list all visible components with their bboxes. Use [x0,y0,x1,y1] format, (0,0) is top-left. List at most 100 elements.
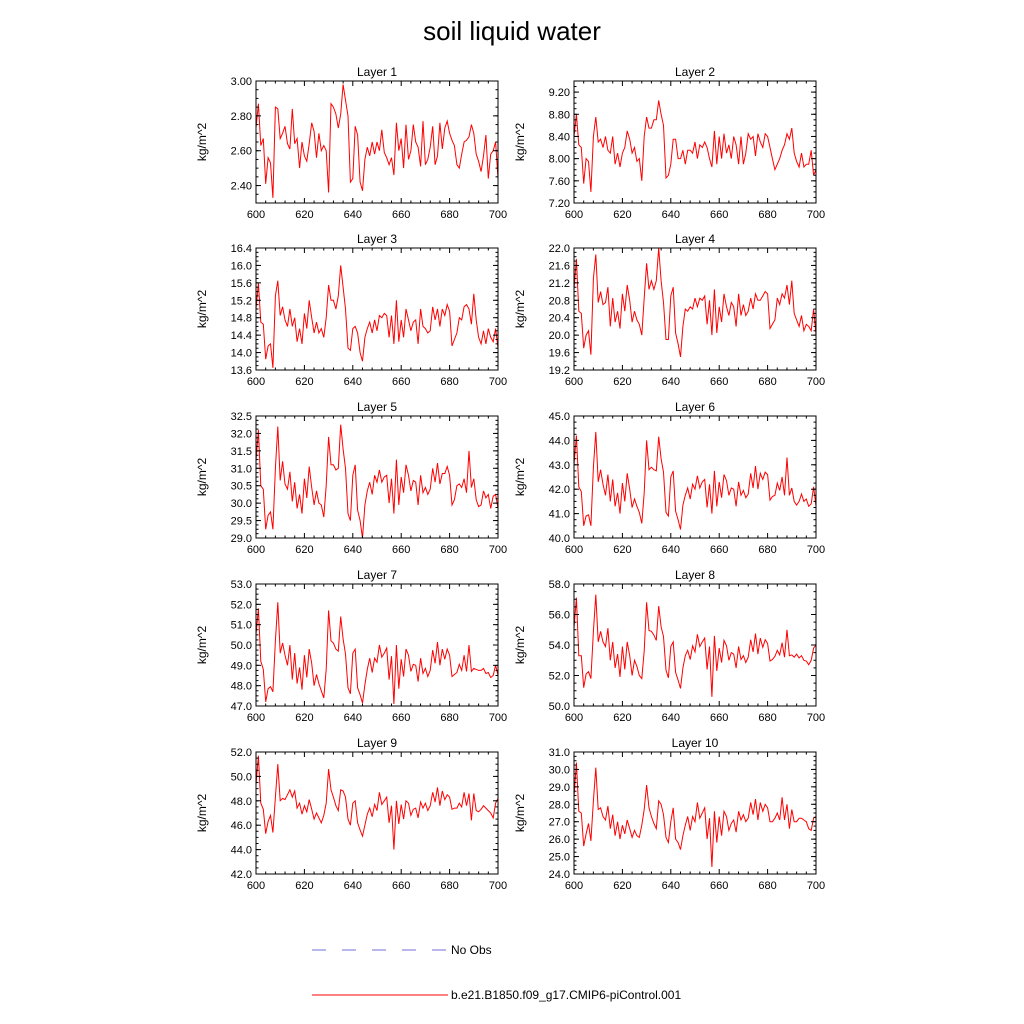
x-tick-label: 620 [613,376,631,388]
x-tick-label: 660 [392,880,410,892]
y-tick-label: 14.8 [231,313,252,325]
x-tick-label: 660 [710,209,728,221]
y-tick-label: 20.4 [549,313,570,325]
y-tick-label: 14.0 [231,348,252,360]
y-axis-label: kg/m^2 [195,290,209,329]
y-tick-label: 50.0 [231,771,252,783]
plot-frame [255,415,499,539]
x-tick-label: 640 [344,544,362,556]
y-tick-label: 51.0 [231,620,252,632]
plot-frame [573,415,817,539]
panel-3: Layer 3 600 620 640 660 680 700 13.6 14.0 14.4 14.… [195,232,507,388]
panel-title: Layer 5 [357,400,397,414]
x-tick-label: 700 [489,712,507,724]
x-tick-label: 700 [489,544,507,556]
x-tick-label: 600 [565,376,583,388]
legend-model-label: b.e21.B1850.f09_g17.CMIP6-piControl.001 [451,988,681,1002]
x-tick-label: 620 [295,880,313,892]
y-tick-label: 31.0 [231,463,252,475]
panel-7: Layer 7 600 620 640 660 680 700 47.0 48.0 49.0 50.… [195,568,507,724]
y-tick-label: 28.0 [549,799,570,811]
y-tick-label: 40.0 [549,533,570,545]
x-tick-label: 660 [710,544,728,556]
x-tick-label: 600 [565,544,583,556]
y-axis-label: kg/m^2 [513,626,527,665]
x-tick-label: 600 [565,712,583,724]
y-tick-label: 15.6 [231,278,252,290]
panel-8: Layer 8 600 620 640 660 680 700 50.0 52.0 54.0 56.… [513,568,825,724]
x-tick-label: 600 [247,544,265,556]
y-tick-label: 41.0 [549,509,570,521]
x-tick-label: 660 [710,880,728,892]
x-tick-label: 620 [613,712,631,724]
x-tick-label: 620 [295,376,313,388]
y-tick-label: 52.0 [231,747,252,759]
panel-1: Layer 1 600 620 640 660 680 700 2.40 2.60 2.80 3.0… [195,65,507,221]
y-tick-label: 32.5 [231,411,252,423]
plot-frame [255,247,499,371]
panel-9: Layer 9 600 620 640 660 680 700 42.0 44.0 46.0 48.… [195,736,507,892]
plot-frame [255,751,499,875]
y-tick-label: 48.0 [231,796,252,808]
y-tick-label: 50.0 [549,701,570,713]
y-tick-label: 25.0 [549,852,570,864]
series-line [255,265,499,368]
y-tick-label: 3.00 [231,76,252,88]
y-tick-label: 13.6 [231,365,252,377]
y-tick-label: 20.0 [549,330,570,342]
panel-6: Layer 6 600 620 640 660 680 700 40.0 41.0 42.0 43.… [513,400,825,556]
y-tick-label: 14.4 [231,330,252,342]
legend: No Obs b.e21.B1850.f09_g17.CMIP6-piContr… [312,943,681,1002]
y-tick-label: 30.0 [549,764,570,776]
x-tick-label: 700 [807,209,825,221]
x-tick-label: 620 [295,712,313,724]
x-tick-label: 620 [613,544,631,556]
y-tick-label: 53.0 [231,579,252,591]
y-tick-label: 21.2 [549,278,570,290]
legend-obs-label: No Obs [451,943,492,957]
panel-grid: Layer 1 600 620 640 660 680 700 2.40 2.60 2.80 3.0… [195,65,825,892]
x-tick-label: 640 [344,376,362,388]
y-tick-label: 24.0 [549,869,570,881]
y-tick-label: 20.8 [549,295,570,307]
y-tick-label: 16.0 [231,260,252,272]
series-line [255,84,499,198]
x-tick-label: 700 [489,209,507,221]
panel-2: Layer 2 600 620 640 660 680 700 7.20 7.60 8.00 8.4… [513,65,825,221]
series-line [573,100,817,192]
y-axis-label: kg/m^2 [513,123,527,162]
y-tick-label: 52.0 [231,599,252,611]
x-tick-label: 600 [247,209,265,221]
x-tick-label: 680 [440,544,458,556]
y-tick-label: 31.0 [549,747,570,759]
x-tick-label: 660 [392,544,410,556]
panel-title: Layer 9 [357,736,397,750]
panel-title: Layer 7 [357,568,397,582]
y-tick-label: 58.0 [549,579,570,591]
y-tick-label: 49.0 [231,660,252,672]
series-line [573,594,817,697]
y-tick-label: 31.5 [231,446,252,458]
y-tick-label: 2.80 [231,111,252,123]
series-line [573,431,817,530]
chart-title: soil liquid water [423,16,601,46]
x-tick-label: 660 [392,209,410,221]
y-tick-label: 29.0 [549,782,570,794]
x-tick-label: 600 [247,376,265,388]
y-tick-label: 47.0 [231,701,252,713]
panel-10: Layer 10 600 620 640 660 680 700 24.0 25.0 26.0 27… [513,736,825,892]
x-tick-label: 600 [247,880,265,892]
y-tick-label: 52.0 [549,671,570,683]
x-tick-label: 640 [344,880,362,892]
panel-title: Layer 8 [675,568,715,582]
x-tick-label: 660 [392,376,410,388]
x-tick-label: 620 [295,544,313,556]
y-tick-label: 9.20 [549,87,570,99]
panel-title: Layer 6 [675,400,715,414]
y-tick-label: 15.2 [231,295,252,307]
x-tick-label: 660 [392,712,410,724]
plot-frame [255,583,499,707]
x-tick-label: 640 [662,544,680,556]
x-tick-label: 680 [758,376,776,388]
